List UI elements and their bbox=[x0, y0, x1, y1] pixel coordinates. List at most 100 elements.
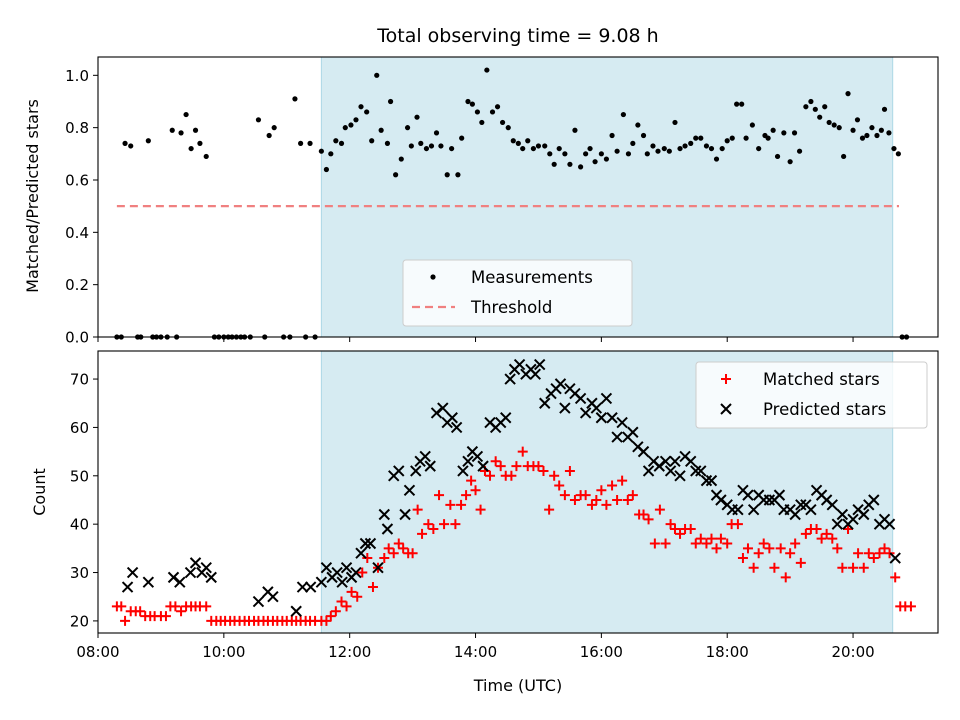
x-tick-label: 08:00 bbox=[76, 643, 119, 661]
predicted-star-point bbox=[685, 455, 697, 467]
measurement-point bbox=[342, 125, 348, 131]
measurement-point bbox=[781, 130, 787, 136]
legend-bottom: Matched stars Predicted stars bbox=[695, 361, 928, 429]
measurement-point bbox=[635, 122, 641, 128]
matched-star-point bbox=[346, 586, 357, 597]
measurement-point bbox=[505, 125, 511, 131]
predicted-star-point bbox=[430, 407, 443, 419]
measurement-point bbox=[353, 117, 359, 123]
matched-star-point bbox=[758, 538, 769, 549]
predicted-star-point bbox=[410, 465, 422, 477]
predicted-star-point bbox=[732, 503, 744, 516]
predicted-star-point bbox=[350, 566, 362, 579]
matched-star-point bbox=[450, 519, 461, 530]
x-tick-label: 20:00 bbox=[831, 643, 874, 661]
measurement-point bbox=[197, 140, 203, 146]
predicted-star-point bbox=[826, 499, 838, 511]
matched-star-point bbox=[669, 524, 680, 535]
measurement-point bbox=[307, 140, 313, 146]
measurement-point bbox=[489, 109, 496, 115]
x-tick-label: 10:00 bbox=[202, 643, 245, 661]
measurement-point bbox=[724, 138, 730, 144]
matched-star-point bbox=[905, 601, 916, 612]
bottom-ylabel: Count bbox=[30, 468, 49, 516]
axes-frame-top bbox=[97, 56, 939, 338]
measurement-point bbox=[266, 132, 272, 139]
matched-star-point bbox=[580, 490, 591, 501]
measurement-point bbox=[672, 119, 678, 126]
measurement-point bbox=[387, 98, 394, 105]
measurement-point bbox=[338, 140, 345, 146]
predicted-star-point bbox=[805, 503, 817, 516]
matched-star-point bbox=[456, 499, 467, 510]
matched-star-point bbox=[428, 524, 439, 535]
predicted-star-point bbox=[184, 566, 197, 579]
predicted-star-point bbox=[419, 450, 431, 463]
chart-title: Total observing time = 9.08 h bbox=[376, 25, 658, 47]
predicted-star-point bbox=[174, 576, 186, 588]
predicted-star-point bbox=[664, 465, 677, 477]
measurement-point bbox=[423, 145, 430, 152]
predicted-star-point bbox=[534, 358, 546, 371]
predicted-star-point bbox=[747, 503, 760, 516]
measurement-point bbox=[348, 122, 354, 128]
measurement-point bbox=[404, 125, 411, 131]
measurement-point bbox=[535, 143, 542, 149]
measurement-point bbox=[826, 119, 832, 126]
matched-star-point bbox=[398, 543, 409, 554]
measurement-point bbox=[831, 122, 837, 128]
matched-star-point bbox=[715, 533, 726, 544]
predicted-star-point bbox=[340, 561, 353, 574]
ratio-panel: 0.0 0.2 0.4 0.6 0.8 1.0 Measurements Threshold bbox=[65, 56, 939, 347]
predicted-star-point bbox=[359, 537, 372, 550]
x-tick-label: 18:00 bbox=[706, 643, 749, 661]
matched-star-point bbox=[554, 480, 565, 491]
measurement-point bbox=[614, 148, 620, 154]
predicted-star-point bbox=[539, 397, 551, 409]
predicted-star-point bbox=[715, 494, 727, 506]
matched-star-point bbox=[775, 543, 786, 554]
matched-star-point bbox=[490, 456, 501, 467]
predicted-star-point bbox=[450, 421, 463, 434]
matched-star-point bbox=[690, 538, 701, 549]
y-tick-label-bottom: 70 bbox=[70, 371, 89, 389]
measurement-point bbox=[122, 140, 128, 146]
matched-star-point bbox=[748, 562, 759, 573]
measurement-point bbox=[719, 145, 725, 152]
measurement-point bbox=[444, 172, 450, 178]
matched-star-point bbox=[596, 485, 607, 496]
matched-star-point bbox=[423, 519, 434, 530]
legend-predicted-label: Predicted stars bbox=[763, 400, 886, 419]
measurement-point bbox=[598, 151, 604, 157]
matched-star-point bbox=[827, 533, 838, 544]
count-panel: 20 30 40 50 60 70 08:00 10:00 12:00 14:00 16:00 18:… bbox=[70, 350, 939, 661]
matched-star-point bbox=[848, 562, 859, 573]
measurement-point bbox=[682, 143, 688, 149]
y-tick-label-bottom: 40 bbox=[70, 516, 89, 534]
legend-box bbox=[402, 259, 633, 327]
matched-star-point bbox=[811, 524, 822, 535]
measurement-point bbox=[469, 101, 475, 107]
measurement-point bbox=[661, 145, 667, 152]
measurement-point bbox=[520, 145, 526, 152]
predicted-star-point bbox=[579, 407, 592, 419]
measurement-point bbox=[192, 127, 199, 133]
matched-star-point bbox=[722, 538, 733, 549]
measurement-point bbox=[625, 151, 632, 157]
measurement-point bbox=[578, 164, 584, 170]
measurement-point bbox=[494, 104, 501, 110]
matched-star-point bbox=[586, 499, 597, 510]
measurement-point bbox=[895, 151, 901, 157]
matched-star-point bbox=[769, 562, 780, 573]
predicted-star-point bbox=[600, 392, 613, 405]
matched-star-point bbox=[538, 465, 549, 476]
matched-star-point bbox=[874, 548, 885, 559]
measurement-point bbox=[255, 117, 262, 123]
matched-star-point bbox=[533, 461, 544, 472]
matched-star-point bbox=[638, 509, 649, 520]
matched-star-point bbox=[800, 528, 811, 539]
matched-star-point bbox=[336, 596, 347, 607]
measurement-point bbox=[708, 145, 715, 152]
predicted-star-point bbox=[742, 489, 754, 501]
predicted-star-point bbox=[457, 465, 469, 477]
